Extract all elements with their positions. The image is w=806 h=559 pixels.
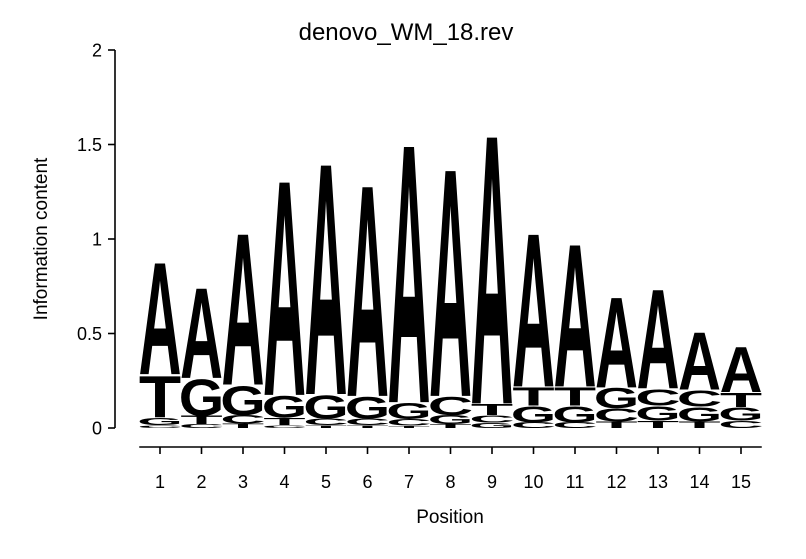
logo-letter-A: A [139, 228, 182, 408]
logo-letter-G: G [511, 402, 556, 428]
logo-letter-T: T [180, 414, 222, 427]
logo-letter-G: G [677, 403, 722, 426]
x-tick-label: 7 [404, 472, 414, 492]
logo-letter-G: G [345, 391, 390, 426]
logo-letter-G: G [552, 402, 597, 428]
y-tick-label: 0.5 [77, 324, 102, 344]
logo-letter-G: G [262, 390, 307, 425]
y-tick-label: 0 [92, 419, 102, 439]
logo-letter-T: T [595, 420, 637, 430]
x-tick-label: 13 [648, 472, 668, 492]
logo-letter-stacks: CGTACTGATCGACTGATCGATCGATCGATGCAGCTACGTA… [137, 54, 763, 486]
logo-letter-C: C [677, 386, 722, 412]
logo-letter-T: T [678, 420, 720, 430]
logo-letter-C: C [594, 405, 639, 425]
logo-letter-T: T [388, 425, 430, 428]
x-axis: 1 2 3 4 5 6 7 8 9 10 11 12 13 14 15 [139, 446, 762, 492]
logo-letter-A: A [471, 54, 514, 486]
logo-letter-C: C [262, 425, 307, 429]
logo-letter-C: C [386, 417, 431, 427]
logo-letter-T: T [346, 425, 388, 429]
logo-letter-A: A [637, 260, 680, 419]
logo-letter-A: A [222, 188, 265, 431]
logo-letter-A: A [554, 202, 597, 430]
x-tick-label: 2 [196, 472, 206, 492]
logo-letter-A: A [388, 68, 431, 481]
logo-letter-G: G [137, 416, 182, 428]
logo-letter-C: C [718, 419, 763, 431]
x-tick-label: 3 [238, 472, 248, 492]
logo-letter-G: G [428, 413, 473, 427]
logo-letter-A: A [595, 272, 638, 416]
logo-letter-C: C [179, 423, 224, 429]
logo-letter-A: A [720, 335, 763, 407]
logo-letter-G: G [469, 421, 514, 430]
logo-letter-G: G [179, 369, 224, 427]
logo-letter-A: A [305, 93, 348, 465]
logo-letter-C: C [511, 421, 556, 430]
logo-letter-T: T [139, 364, 181, 430]
logo-letter-T: T [263, 416, 305, 428]
logo-letter-A: A [346, 122, 389, 461]
x-tick-label: 1 [155, 472, 165, 492]
logo-letter-C: C [137, 425, 182, 429]
x-tick-label: 8 [445, 472, 455, 492]
logo-letter-C: C [345, 417, 390, 427]
logo-letter-A: A [180, 262, 223, 406]
logo-letter-A: A [263, 117, 306, 461]
y-axis: 0 0.5 1 1.5 2 [77, 41, 116, 439]
logo-letter-T: T [222, 422, 264, 429]
x-axis-title: Position [416, 507, 484, 528]
x-tick-label: 14 [689, 472, 709, 492]
y-tick-label: 2 [92, 41, 102, 61]
logo-letter-A: A [512, 188, 555, 434]
logo-letter-G: G [220, 377, 265, 424]
x-tick-label: 15 [731, 472, 751, 492]
logo-letter-T: T [512, 382, 554, 411]
x-tick-label: 9 [487, 472, 497, 492]
y-axis-title: Information content [31, 157, 52, 320]
logo-letter-G: G [386, 399, 431, 425]
y-tick-label: 1.5 [77, 135, 102, 155]
y-tick-label: 1 [92, 230, 102, 250]
logo-letter-T: T [554, 382, 596, 411]
logo-letter-T: T [471, 401, 514, 418]
logo-letter-A: A [678, 316, 721, 408]
logo-letter-G: G [303, 389, 348, 426]
x-tick-label: 10 [523, 472, 543, 492]
chart-title: denovo_WM_18.rev [299, 19, 514, 46]
x-tick-label: 11 [566, 472, 585, 492]
x-tick-label: 12 [606, 472, 626, 492]
logo-letter-C: C [428, 392, 473, 421]
logo-letter-C: C [552, 421, 597, 430]
logo-letter-G: G [718, 405, 763, 425]
logo-letter-C: C [469, 413, 514, 425]
logo-letter-T: T [429, 423, 471, 429]
logo-letter-G: G [635, 402, 680, 425]
logo-letter-A: A [429, 99, 472, 465]
logo-letter-C: C [635, 385, 680, 411]
logo-letter-T: T [637, 419, 679, 431]
logo-letter-C: C [303, 417, 348, 427]
x-tick-label: 4 [279, 472, 289, 492]
x-tick-label: 5 [321, 472, 331, 492]
logo-letter-C: C [220, 413, 265, 426]
logo-letter-G: G [594, 382, 639, 414]
x-tick-label: 6 [362, 472, 372, 492]
logo-letter-T: T [305, 425, 347, 429]
logo-letter-T: T [720, 389, 762, 412]
